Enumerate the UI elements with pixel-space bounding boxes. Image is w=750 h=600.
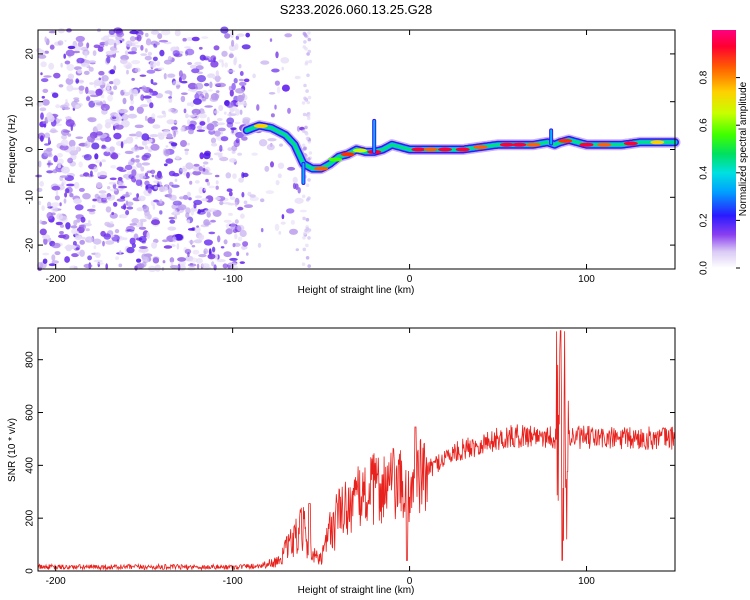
colorbar-tick-label: 0.6 [699,118,710,132]
snr-x-ticks: -200 -100 0 100 [46,328,595,587]
snr-series-line [37,330,675,572]
colorbar-tick-label: 0.4 [699,165,710,179]
spectrogram-x-tick-label: 0 [407,274,413,285]
colorbar: 0.0 0.2 0.4 0.6 0.8 Normalized spectral ampl… [699,30,749,275]
spectrogram-y-tick-label: 20 [25,48,36,60]
figure-title: S233.2026.060.13.25.G28 [280,2,433,17]
snr-x-tick-label: 0 [407,576,413,587]
snr-y-tick-label: 0 [25,568,36,574]
colorbar-gradient [712,30,736,268]
spectrogram-y-tick-label: -10 [25,190,36,205]
spectrogram-x-tick-label: -100 [223,274,243,285]
snr-y-tick-label: 400 [25,457,36,474]
spectrogram-x-ticks: -200 -100 0 100 [46,30,595,285]
colorbar-tick-label: 0.2 [699,213,710,227]
snr-panel: -200 -100 0 100 0 200 400 600 800 Height of str… [7,327,676,596]
spectrogram-y-label: Frequency (Hz) [7,115,18,184]
snr-x-label: Height of straight line (km) [298,585,415,596]
colorbar-tick-label: 0.0 [699,261,710,275]
snr-y-tick-label: 200 [25,509,36,526]
spectrogram-x-tick-label: 100 [578,274,595,285]
snr-x-tick-label: -100 [223,576,243,587]
spectrogram-x-tick-label: -200 [46,274,66,285]
spectrogram-y-tick-label: 0 [25,146,36,152]
spectrogram-y-tick-label: -20 [25,237,36,252]
snr-plot-area [38,328,675,571]
snr-y-label: SNR (10 * v/v) [7,418,18,482]
snr-y-ticks: 0 200 400 600 800 [25,351,675,574]
spectrogram-y-ticks: -20 -10 0 10 20 [25,48,675,252]
colorbar-ticks: 0.0 0.2 0.4 0.6 0.8 [699,70,740,275]
snr-x-tick-label: -200 [46,576,66,587]
spectrogram-x-label: Height of straight line (km) [298,285,415,296]
spectrogram-y-tick-label: 10 [25,96,36,108]
colorbar-label: Normalized spectral amplitude [738,81,749,216]
colorbar-tick-label: 0.8 [699,70,710,84]
snr-x-tick-label: 100 [578,576,595,587]
spectrogram-noise [35,26,313,272]
snr-frame [37,327,676,572]
snr-y-tick-label: 800 [25,351,36,368]
spectrogram-ridge [241,118,681,185]
snr-y-tick-label: 600 [25,404,36,421]
